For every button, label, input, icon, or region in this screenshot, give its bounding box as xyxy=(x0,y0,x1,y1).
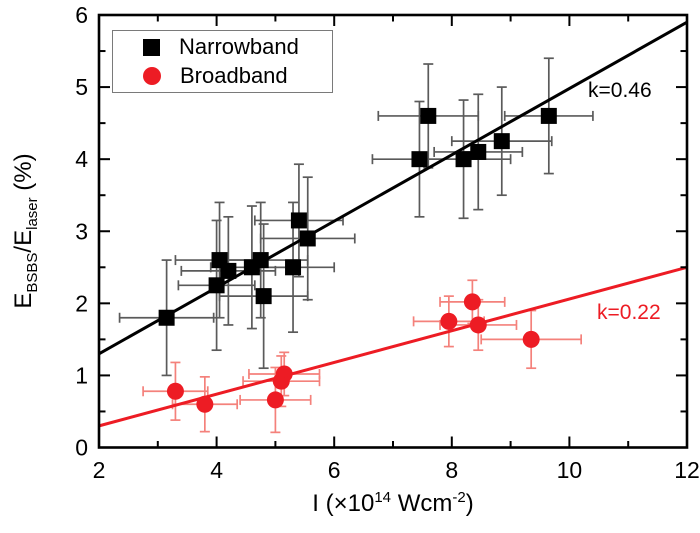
y-tick-label: 6 xyxy=(75,2,88,28)
narrowband-point xyxy=(540,107,557,124)
narrowband-square-icon xyxy=(143,38,160,56)
x-tick-label: 12 xyxy=(674,457,700,483)
narrowband-point xyxy=(290,212,307,229)
legend: Narrowband Broadband xyxy=(112,30,333,93)
legend-entry-broadband: Broadband xyxy=(143,62,332,91)
y-tick-label: 1 xyxy=(75,362,88,388)
x-tick-label: 10 xyxy=(557,457,583,483)
broadband-point xyxy=(166,382,184,400)
broadband-fit-line xyxy=(98,265,688,428)
narrowband-point xyxy=(470,143,487,160)
x-axis-title: I (×1014 Wcm-2) xyxy=(312,489,474,517)
x-tick-label: 2 xyxy=(93,457,106,483)
narrowband-point xyxy=(285,259,302,276)
narrowband-point xyxy=(493,133,510,150)
broadband-point xyxy=(463,293,481,311)
legend-entry-narrowband: Narrowband xyxy=(143,33,332,62)
y-tick-label: 2 xyxy=(75,290,88,316)
narrowband-point xyxy=(455,151,472,168)
broadband-circle-icon xyxy=(143,67,161,85)
y-tick-label: 5 xyxy=(75,74,88,100)
broadband-point xyxy=(440,312,458,330)
broadband-point xyxy=(266,391,284,409)
legend-label-broadband: Broadband xyxy=(180,63,288,88)
broadband-point xyxy=(522,330,540,348)
narrowband-fit-line xyxy=(98,20,688,356)
narrowband-point xyxy=(411,151,428,168)
narrowband-point xyxy=(255,288,272,305)
narrowband-point xyxy=(420,107,437,124)
x-tick-label: 6 xyxy=(328,457,341,483)
y-axis-title: EBSBS/Elaser (%) xyxy=(10,153,41,309)
y-tick-label: 0 xyxy=(75,435,88,461)
legend-label-narrowband: Narrowband xyxy=(179,34,299,59)
y-tick-label: 4 xyxy=(75,146,88,172)
y-tick-label: 3 xyxy=(75,218,88,244)
slope-label-broadband: k=0.22 xyxy=(597,301,661,324)
x-tick-label: 8 xyxy=(445,457,458,483)
narrowband-point xyxy=(220,262,237,279)
slope-label-narrowband: k=0.46 xyxy=(588,79,652,102)
x-tick-label: 4 xyxy=(210,457,223,483)
